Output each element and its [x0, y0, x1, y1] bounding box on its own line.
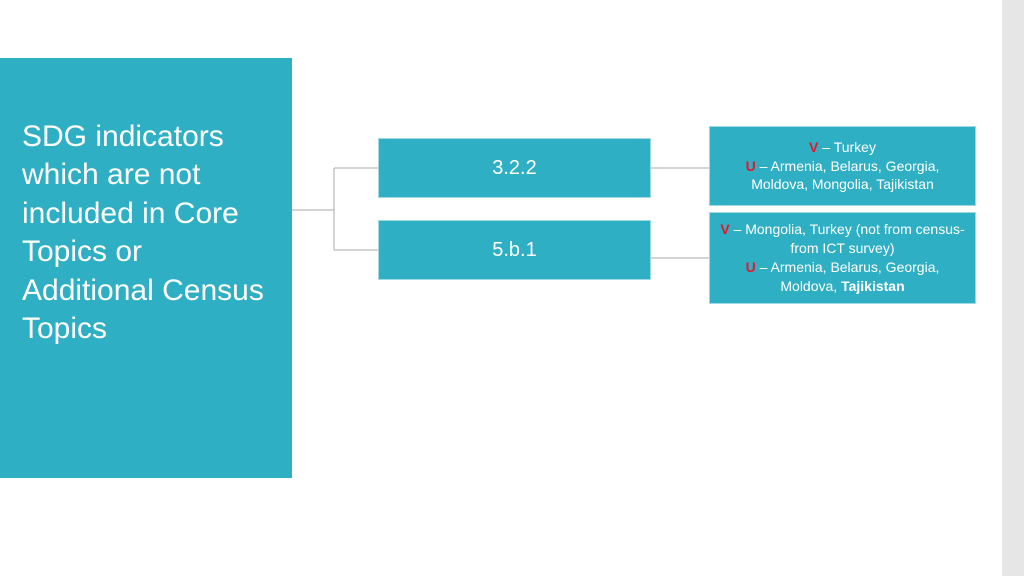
u-marker: U — [746, 158, 756, 174]
detail-a-u-line: U – Armenia, Belarus, Georgia, Moldova, … — [718, 157, 967, 195]
detail-a-u-text: – Armenia, Belarus, Georgia, Moldova, Mo… — [751, 158, 939, 193]
title-panel: SDG indicators which are not included in… — [0, 58, 292, 478]
detail-b-u-bold: Tajikistan — [841, 278, 905, 294]
u-marker: U — [746, 259, 756, 275]
detail-a-v-text: – Turkey — [818, 139, 876, 155]
page-title: SDG indicators which are not included in… — [22, 118, 270, 348]
indicator-node-a-label: 3.2.2 — [492, 157, 536, 180]
indicator-node-b-label: 5.b.1 — [492, 239, 536, 262]
detail-box-a: V – Turkey U – Armenia, Belarus, Georgia… — [709, 126, 976, 206]
detail-box-b: V – Mongolia, Turkey (not from census- f… — [709, 212, 976, 304]
right-sidebar — [1002, 0, 1024, 576]
detail-a-v-line: V – Turkey — [718, 138, 967, 157]
v-marker: V — [809, 139, 818, 155]
detail-b-u-line: U – Armenia, Belarus, Georgia, Moldova, … — [718, 258, 967, 296]
detail-b-v-text: – Mongolia, Turkey (not from census- fro… — [730, 221, 965, 256]
indicator-node-b: 5.b.1 — [378, 220, 651, 280]
v-marker: V — [720, 221, 729, 237]
detail-b-v-line: V – Mongolia, Turkey (not from census- f… — [718, 220, 967, 258]
indicator-node-a: 3.2.2 — [378, 138, 651, 198]
